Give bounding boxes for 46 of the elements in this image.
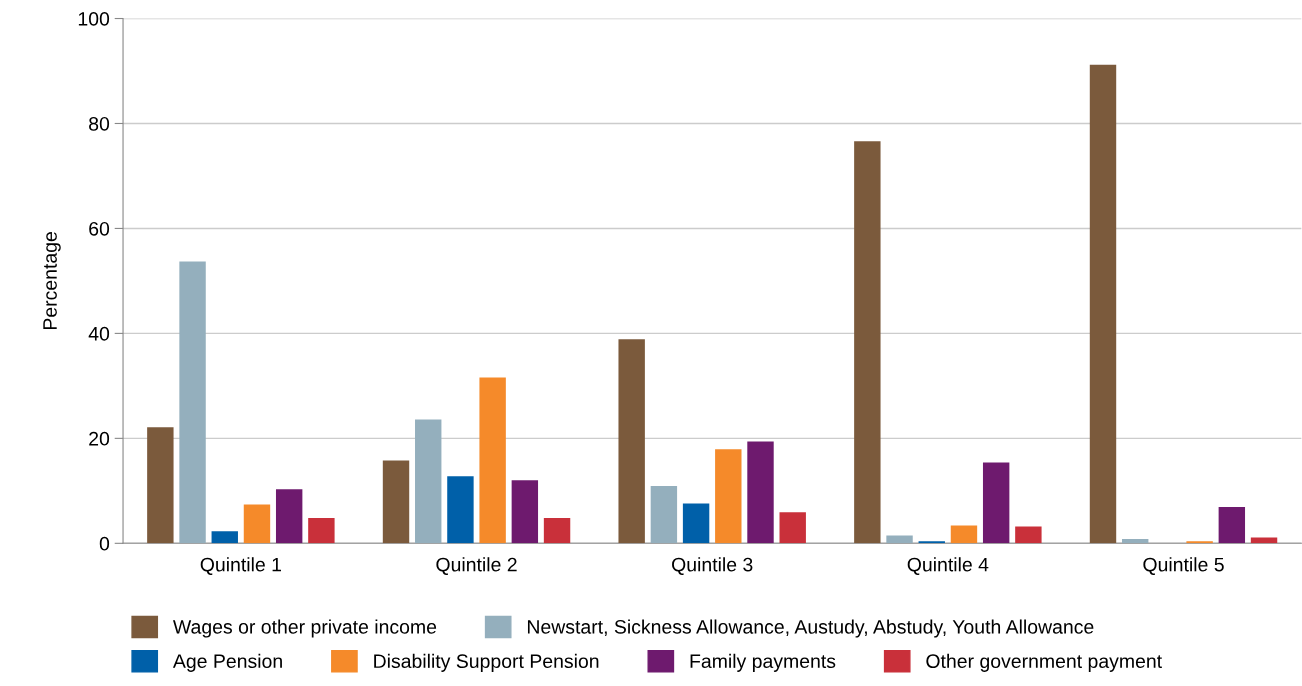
bar (1015, 526, 1042, 544)
bar (854, 141, 881, 544)
y-tick-label: 80 (89, 116, 110, 131)
bar (747, 441, 774, 544)
y-tick-label: 0 (99, 536, 110, 551)
bar (1186, 541, 1213, 544)
y-tick-label: 20 (89, 431, 110, 446)
x-tick-label: Quintile 3 (672, 557, 753, 575)
bar (275, 489, 303, 544)
bar (382, 460, 410, 544)
bar (308, 518, 335, 544)
y-tick-label: 100 (78, 11, 110, 26)
x-tick-label: Quintile 5 (1143, 557, 1224, 575)
bar (415, 419, 442, 544)
bar (886, 535, 913, 544)
bar (179, 261, 206, 544)
legend-label: Newstart, Sickness Allowance, Austudy, Abstudy, Youth Allowance (527, 619, 1094, 638)
bar (715, 449, 742, 544)
bar (211, 531, 238, 544)
bar (511, 480, 539, 544)
y-tick-label: 40 (88, 326, 110, 341)
bar (1089, 64, 1117, 544)
bar (650, 486, 678, 544)
bar (243, 504, 271, 544)
bar (682, 503, 710, 544)
bar (543, 518, 571, 544)
bar (447, 476, 474, 544)
y-tick-label: 60 (89, 221, 110, 236)
legend-label: Disability Support Pension (374, 653, 599, 672)
legend-label: Age Pension (172, 653, 282, 672)
x-tick-label: Quintile 2 (436, 557, 517, 575)
legend-label: Family payments (690, 653, 836, 672)
y-axis-title: Percentage (43, 232, 61, 330)
bar (618, 339, 645, 544)
x-tick-label: Quintile 4 (907, 557, 989, 575)
legend-label: Wages or other private income (172, 619, 437, 638)
bar (982, 462, 1010, 544)
legend-label: Other government payment (926, 653, 1162, 672)
bar (479, 377, 506, 544)
x-tick-label: Quintile 1 (200, 557, 281, 575)
bar (779, 512, 806, 544)
bar (918, 541, 945, 544)
bar (147, 427, 174, 544)
bar (1218, 507, 1246, 544)
bar (1122, 539, 1149, 544)
bar (950, 525, 978, 544)
